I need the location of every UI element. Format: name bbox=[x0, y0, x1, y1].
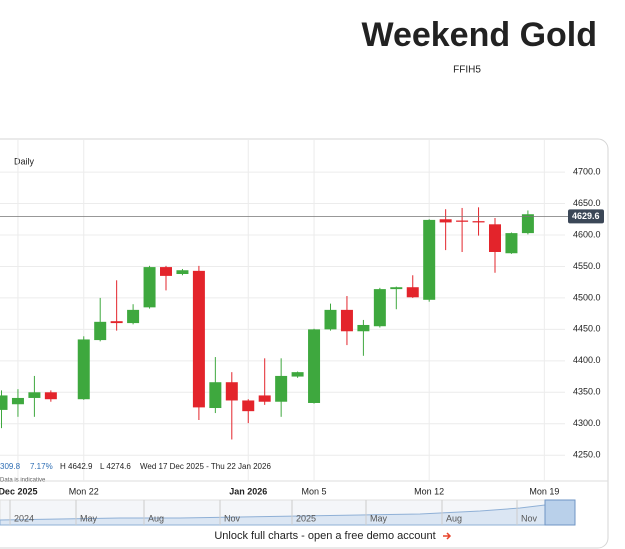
y-tick-label: 4450.0 bbox=[573, 324, 601, 334]
candle-body bbox=[439, 219, 452, 223]
candle-body bbox=[209, 382, 222, 409]
candle-body bbox=[357, 324, 370, 332]
candle-body bbox=[340, 309, 353, 332]
last-price-box bbox=[568, 209, 604, 224]
x-tick-label: Dec 2025 bbox=[0, 486, 37, 496]
candle-body bbox=[373, 289, 386, 327]
candle-body bbox=[308, 329, 321, 403]
x-tick-label: Mon 12 bbox=[414, 486, 444, 496]
navigator-label: 2024 bbox=[14, 513, 34, 523]
y-tick-label: 4300.0 bbox=[573, 418, 601, 428]
x-tick-label: Mon 19 bbox=[529, 486, 559, 496]
candle-body bbox=[77, 339, 90, 400]
cta[interactable]: Unlock full charts - open a free demo ac… bbox=[214, 530, 435, 542]
candle-body bbox=[160, 267, 172, 276]
last-price-label: 4629.6 bbox=[572, 211, 600, 221]
navigator-label: May bbox=[370, 513, 388, 523]
navigator-label: May bbox=[80, 513, 98, 523]
x-tick-label: Mon 22 bbox=[69, 486, 99, 496]
navigator-label: Aug bbox=[148, 513, 164, 523]
cta-arrow[interactable] bbox=[443, 532, 452, 540]
x-tick-label: Mon 5 bbox=[302, 486, 327, 496]
stat: 7.17% bbox=[30, 462, 53, 471]
stat: 309.8 bbox=[0, 462, 21, 471]
y-tick-label: 4600.0 bbox=[573, 229, 601, 239]
navigator-window[interactable] bbox=[544, 499, 576, 526]
candle-body bbox=[176, 270, 189, 275]
candle-body bbox=[143, 267, 156, 308]
y-tick-label: 4350.0 bbox=[573, 387, 601, 397]
y-tick-label: 4550.0 bbox=[573, 261, 601, 271]
navigator-label: Aug bbox=[446, 513, 462, 523]
candle-body bbox=[521, 214, 534, 234]
candle-body bbox=[44, 392, 57, 400]
candle-body bbox=[28, 392, 41, 398]
candle-body bbox=[0, 395, 8, 410]
candle-body bbox=[505, 233, 518, 254]
page-title: Weekend Gold bbox=[361, 16, 597, 54]
candle-body bbox=[275, 375, 288, 402]
candle-body bbox=[324, 309, 337, 330]
data-note: Data is indicative bbox=[0, 478, 46, 484]
x-tick-label: Jan 2026 bbox=[229, 486, 267, 496]
candle-body bbox=[225, 382, 238, 401]
candle-body bbox=[242, 400, 255, 412]
stat: Wed 17 Dec 2025 - Thu 22 Jan 2026 bbox=[140, 462, 271, 471]
y-tick-label: 4700.0 bbox=[573, 166, 601, 176]
symbol: FFIH5 bbox=[453, 65, 481, 76]
y-tick-label: 4650.0 bbox=[573, 198, 601, 208]
candle-body bbox=[423, 219, 436, 300]
candle-body bbox=[390, 287, 403, 290]
stat: L 4274.6 bbox=[100, 462, 131, 471]
candle-body bbox=[258, 395, 271, 402]
stat: H 4642.9 bbox=[60, 462, 93, 471]
chart-card bbox=[0, 138, 609, 549]
navigator-label: Nov bbox=[521, 513, 538, 523]
interval: Daily bbox=[14, 156, 35, 166]
y-tick-label: 4250.0 bbox=[573, 450, 601, 460]
candle-body bbox=[489, 224, 501, 252]
candle-body bbox=[291, 372, 304, 377]
navigator-label: Nov bbox=[224, 513, 241, 523]
candle-body bbox=[127, 309, 140, 324]
y-tick-label: 4400.0 bbox=[573, 355, 601, 365]
y-tick-label: 4500.0 bbox=[573, 292, 601, 302]
candle-body bbox=[192, 270, 205, 408]
candle-body bbox=[472, 221, 485, 223]
candle-body bbox=[94, 321, 107, 341]
candle-body bbox=[406, 287, 419, 298]
navigator-label: 2025 bbox=[296, 513, 316, 523]
candle-body bbox=[110, 321, 123, 324]
candle-body bbox=[456, 220, 469, 222]
candle-body bbox=[11, 397, 24, 405]
